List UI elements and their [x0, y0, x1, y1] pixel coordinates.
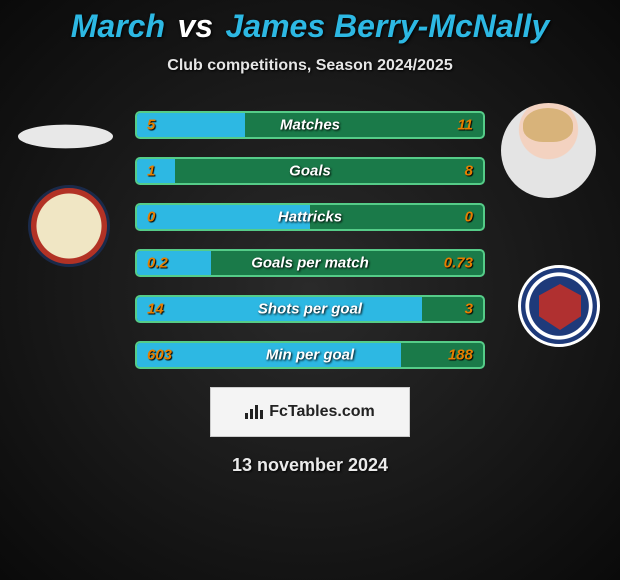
- player2-club-badge: [518, 265, 600, 347]
- stat-right-value: 8: [465, 163, 473, 180]
- branding-text: FcTables.com: [269, 403, 375, 421]
- stat-bar: 0 Hattricks 0: [135, 203, 485, 231]
- stat-label: Hattricks: [278, 209, 342, 226]
- stat-bar: 5 Matches 11: [135, 111, 485, 139]
- stat-bars: 5Matches111Goals80Hattricks00.2Goals per…: [135, 103, 485, 369]
- branding-box: FcTables.com: [210, 387, 410, 437]
- stat-bar-fill-left: [137, 159, 175, 183]
- stat-left-value: 0.2: [147, 255, 168, 272]
- stat-left-value: 5: [147, 117, 155, 134]
- stat-label: Goals per match: [251, 255, 369, 272]
- player1-club-badge: [28, 185, 110, 267]
- player2-name: James Berry-McNally: [226, 8, 550, 44]
- stat-right-value: 0.73: [444, 255, 473, 272]
- stat-bar: 14 Shots per goal 3: [135, 295, 485, 323]
- stat-left-value: 0: [147, 209, 155, 226]
- page-title: March vs James Berry-McNally: [0, 0, 620, 45]
- stat-right-value: 188: [448, 347, 473, 364]
- subtitle: Club competitions, Season 2024/2025: [0, 57, 620, 75]
- stat-right-value: 3: [465, 301, 473, 318]
- stat-right-value: 0: [465, 209, 473, 226]
- stat-left-value: 14: [147, 301, 164, 318]
- stat-left-value: 1: [147, 163, 155, 180]
- stat-right-value: 11: [457, 117, 473, 134]
- player1-avatar: [18, 125, 113, 149]
- player1-name: March: [71, 8, 165, 44]
- stat-bar: 0.2 Goals per match 0.73: [135, 249, 485, 277]
- comparison-area: 5Matches111Goals80Hattricks00.2Goals per…: [0, 103, 620, 476]
- player2-avatar: [501, 103, 596, 198]
- stat-bar: 603 Min per goal 188: [135, 341, 485, 369]
- stat-bar: 1 Goals 8: [135, 157, 485, 185]
- stat-label: Min per goal: [266, 347, 354, 364]
- stat-label: Goals: [289, 163, 331, 180]
- chart-icon: [245, 405, 263, 419]
- stat-left-value: 603: [147, 347, 172, 364]
- stat-label: Matches: [280, 117, 340, 134]
- date-text: 13 november 2024: [0, 455, 620, 476]
- stat-label: Shots per goal: [258, 301, 362, 318]
- vs-text: vs: [177, 8, 213, 44]
